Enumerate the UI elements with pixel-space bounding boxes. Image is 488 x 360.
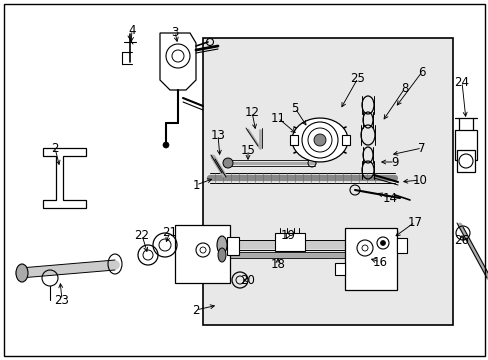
Text: 2: 2: [192, 303, 199, 316]
Text: 20: 20: [240, 274, 255, 287]
Text: 1: 1: [192, 179, 199, 192]
Text: 4: 4: [128, 23, 136, 36]
Text: 19: 19: [280, 229, 295, 242]
Bar: [203, 38, 452, 325]
Text: 3: 3: [171, 26, 178, 39]
Circle shape: [313, 134, 325, 146]
Text: 25: 25: [350, 72, 365, 85]
Text: 26: 26: [453, 234, 468, 247]
Bar: [341, 135, 349, 145]
Text: 17: 17: [407, 216, 422, 229]
Text: 6: 6: [417, 66, 425, 78]
Text: 14: 14: [382, 192, 397, 204]
Text: 21: 21: [162, 225, 177, 239]
Text: 10: 10: [412, 174, 427, 186]
Text: 13: 13: [210, 129, 225, 141]
Bar: [454, 130, 476, 160]
Text: 24: 24: [453, 76, 468, 89]
Ellipse shape: [217, 236, 226, 254]
Text: 12: 12: [244, 105, 259, 118]
Bar: [345, 228, 396, 290]
Bar: [175, 225, 229, 283]
Bar: [274, 233, 305, 251]
Bar: [334, 263, 345, 275]
Text: 5: 5: [291, 102, 298, 114]
Text: 9: 9: [390, 156, 398, 168]
Text: 16: 16: [372, 256, 386, 269]
Bar: [289, 135, 297, 145]
Polygon shape: [291, 118, 347, 162]
Text: 2: 2: [51, 141, 59, 154]
Text: 22: 22: [134, 229, 149, 242]
Circle shape: [223, 158, 232, 168]
Circle shape: [163, 142, 169, 148]
Text: 11: 11: [270, 112, 285, 125]
Text: 18: 18: [270, 258, 285, 271]
Ellipse shape: [218, 248, 225, 262]
Bar: [396, 238, 406, 253]
Text: 23: 23: [55, 293, 69, 306]
Text: 7: 7: [417, 141, 425, 154]
Bar: [456, 150, 474, 172]
Polygon shape: [160, 33, 196, 90]
Text: 8: 8: [401, 81, 408, 95]
Ellipse shape: [16, 264, 28, 282]
Circle shape: [380, 240, 385, 246]
Bar: [226, 237, 239, 255]
Text: 15: 15: [240, 144, 255, 157]
